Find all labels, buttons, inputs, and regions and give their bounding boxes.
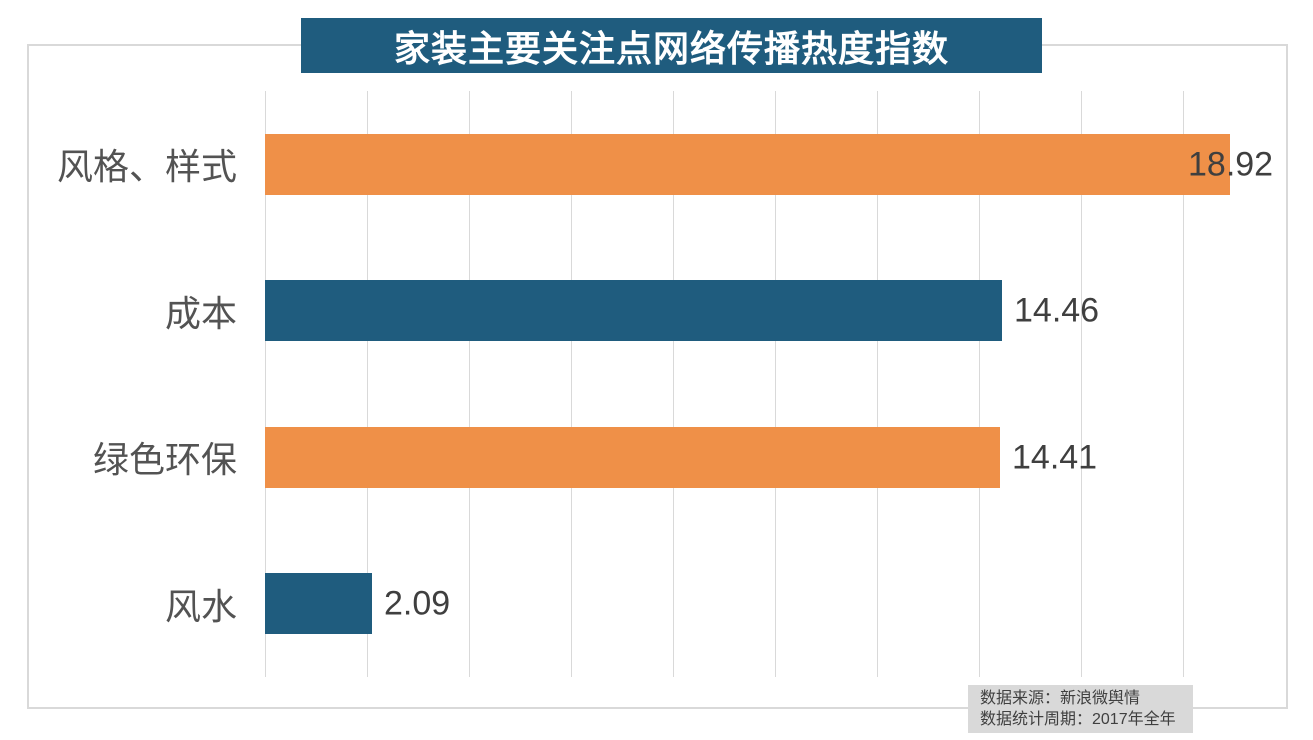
gridline [775,91,776,677]
bar-row: 14.41 [265,427,1285,488]
value-label: 14.46 [1014,291,1100,329]
bar-row: 18.92 [265,134,1285,195]
category-label: 成本 [164,293,237,334]
value-label: 2.09 [384,584,451,622]
gridline [1081,91,1082,677]
gridline [469,91,470,677]
gridline [367,91,368,677]
bar [265,134,1230,195]
gridline [571,91,572,677]
gridline [1183,91,1184,677]
gridline [979,91,980,677]
value-label: 14.41 [1012,438,1098,476]
gridline [265,91,266,677]
value-label: 18.92 [1188,145,1274,183]
bar [265,573,372,634]
bar [265,427,1000,488]
category-label: 绿色环保 [92,439,237,480]
source-note-line1: 数据来源：新浪微舆情 [980,690,1141,707]
gridline [673,91,674,677]
gridline [877,91,878,677]
bar-row: 2.09 [265,573,1285,634]
category-label: 风水 [164,586,237,627]
category-label: 风格、样式 [56,146,237,187]
plot-area: 18.92 14.46 14.41 2.09 [265,91,1285,677]
bar-row: 14.46 [265,280,1285,341]
chart-title: 家装主要关注点网络传播热度指数 [393,27,949,69]
category-labels-layer: 风格、样式成本绿色环保风水 [27,91,265,677]
bar [265,280,1002,341]
chart-title-banner: 家装主要关注点网络传播热度指数 [301,18,1042,73]
source-note-line2: 数据统计周期：2017年全年 [980,711,1176,728]
source-note: 数据来源：新浪微舆情 数据统计周期：2017年全年 [968,685,1193,733]
